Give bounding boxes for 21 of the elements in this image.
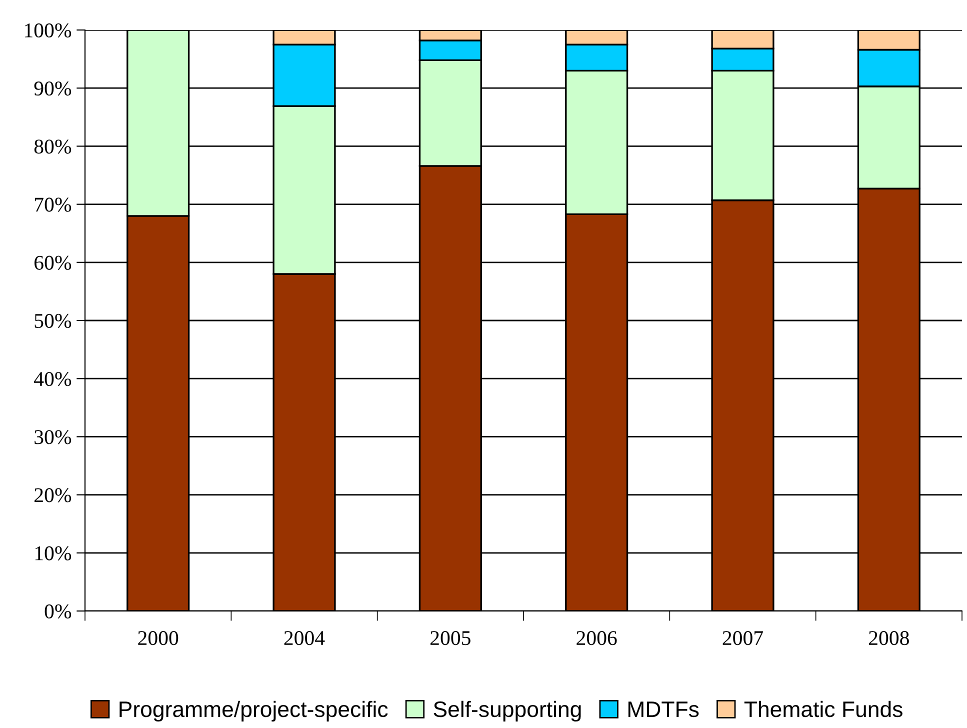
y-tick-label: 30% (34, 430, 72, 444)
y-tick-label: 100% (25, 23, 72, 38)
y-tick-label: 70% (34, 198, 72, 212)
y-tick-label: 0% (44, 604, 72, 618)
legend-label: MDTFs (628, 702, 699, 718)
y-tick-label: 50% (34, 314, 72, 328)
legend-label: Thematic Funds (744, 700, 902, 718)
x-tick-label: 2007 (722, 631, 763, 646)
y-tick-label: 80% (34, 140, 72, 154)
x-tick-label: 2004 (284, 631, 325, 646)
y-tick-label: 90% (34, 81, 72, 96)
y-tick-label: 40% (34, 372, 72, 386)
y-tick-label: 10% (35, 546, 72, 560)
x-tick-label: 2000 (138, 631, 178, 646)
x-tick-label: 2008 (869, 631, 909, 646)
legend-label: Self-supporting (434, 700, 581, 722)
y-tick-label: 60% (34, 256, 72, 270)
x-tick-label: 2006 (576, 631, 617, 646)
legend-label: Programme/project-specific (120, 700, 388, 722)
y-tick-label: 20% (34, 488, 72, 502)
x-tick-label: 2005 (430, 631, 470, 646)
